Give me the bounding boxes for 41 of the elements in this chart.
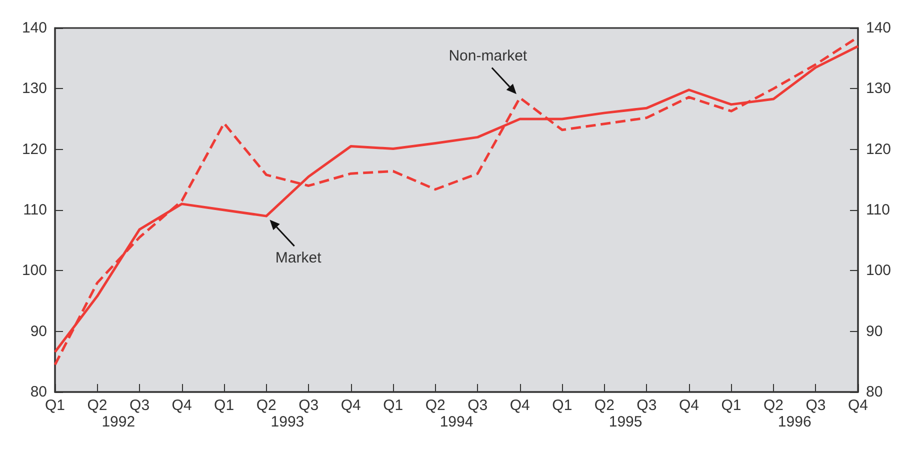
x-tick-label: Q1 xyxy=(383,397,404,414)
x-tick-label: Q4 xyxy=(340,397,361,414)
x-tick-label: Q3 xyxy=(806,397,826,414)
y2-tick-label: 120 xyxy=(866,140,892,158)
text: 1992 xyxy=(102,414,136,430)
x-tick-label: Q2 xyxy=(763,397,784,414)
x-tick-label: Q3 xyxy=(130,397,150,414)
text: Market xyxy=(275,250,322,267)
text: Non-market xyxy=(448,47,528,64)
text: 1993 xyxy=(270,414,304,430)
y-tick-label: 110 xyxy=(23,202,47,218)
y-tick-label: 90 xyxy=(30,322,47,340)
x-tick-label: Q4 xyxy=(678,397,699,414)
x-tick-label: Q1 xyxy=(44,397,66,414)
x-tick-label: Q1 xyxy=(721,397,742,414)
x-tick-label: Q2 xyxy=(594,397,614,414)
y2-tick-label: 140 xyxy=(866,20,892,36)
y-tick-label: 80 xyxy=(30,384,47,400)
x-tick-label: Q1 xyxy=(214,397,234,414)
text: 1996 xyxy=(778,414,812,430)
x-tick-label: Q2 xyxy=(87,397,108,414)
x-tick-label: Q4 xyxy=(510,397,530,414)
y-tick-label: 140 xyxy=(22,20,47,36)
y-tick-label: 130 xyxy=(22,80,47,98)
x-tick-label: Q3 xyxy=(298,397,319,414)
x-tick-label: Q3 xyxy=(636,397,657,414)
x-tick-label: Q2 xyxy=(425,397,446,414)
x-tick-label: Q4 xyxy=(172,397,192,414)
y-tick-label: 120 xyxy=(22,140,47,158)
x-tick-label: Q2 xyxy=(256,397,276,414)
y2-tick-label: 80 xyxy=(866,384,883,400)
y2-tick-label: 130 xyxy=(866,80,892,98)
x-tick-label: Q1 xyxy=(552,397,572,414)
text: 1994 xyxy=(440,414,474,430)
x-tick-label: Q3 xyxy=(468,397,488,414)
x-tick-label: Q4 xyxy=(848,397,868,414)
text: 1995 xyxy=(608,414,642,430)
y2-tick-label: 100 xyxy=(866,262,892,280)
y2-tick-label: 90 xyxy=(866,322,883,340)
y-tick-label: 100 xyxy=(22,262,47,280)
y2-tick-label: 110 xyxy=(866,202,890,218)
